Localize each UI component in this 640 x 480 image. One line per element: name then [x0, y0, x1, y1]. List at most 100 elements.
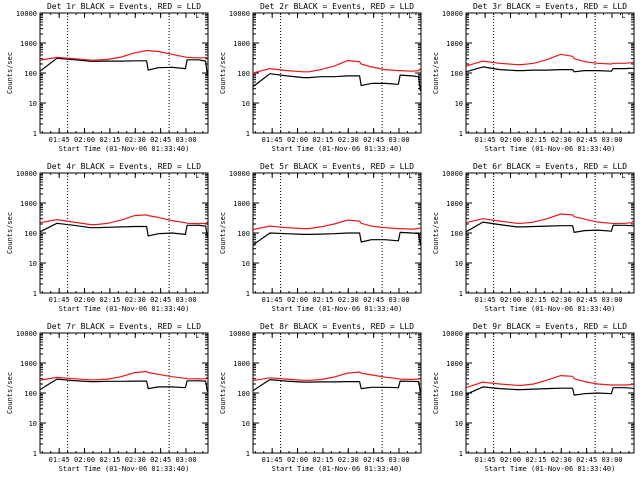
corner-mark: └	[407, 12, 412, 22]
corner-mark: └	[194, 172, 199, 182]
x-tick-label: 02:30	[551, 296, 572, 304]
chart-title: Det 2r BLACK = Events, RED = LLD	[260, 2, 414, 11]
plot-frame	[252, 12, 422, 134]
chart-panel-9: Det 9r BLACK = Events, RED = LLD 1 10 100 10…	[432, 322, 635, 473]
y-tick-label: 1000	[233, 40, 250, 48]
chart-title: Det 4r BLACK = Events, RED = LLD	[47, 162, 201, 171]
y-tick-label: 10	[455, 420, 463, 428]
x-tick-label: 02:30	[125, 456, 146, 464]
y-axis-title: Counts/sec	[432, 52, 440, 94]
y-tick-label: 10000	[442, 10, 463, 18]
x-tick-label: 03:00	[388, 136, 409, 144]
events-series-line	[252, 73, 421, 92]
plot-frame	[465, 172, 635, 294]
y-tick-label: 1000	[233, 360, 250, 368]
y-tick-label: 1000	[446, 360, 463, 368]
events-series-line	[39, 222, 208, 238]
x-tick-label: 02:15	[312, 296, 333, 304]
x-tick-label: 02:00	[74, 456, 95, 464]
y-tick-label: 1	[459, 290, 463, 298]
chart-title: Det 8r BLACK = Events, RED = LLD	[260, 322, 414, 331]
y-tick-label: 1000	[20, 200, 37, 208]
x-axis-title: Start Time (01-Nov-06 01:33:40)	[485, 465, 616, 473]
x-tick-label: 01:45	[49, 456, 70, 464]
y-tick-label: 1000	[446, 40, 463, 48]
corner-mark: └	[620, 172, 625, 182]
x-axis-title: Start Time (01-Nov-06 01:33:40)	[272, 145, 403, 153]
x-tick-label: 03:00	[388, 456, 409, 464]
x-tick-label: 02:45	[363, 456, 384, 464]
corner-mark: └	[620, 12, 625, 22]
y-axis-title: Counts/sec	[219, 372, 227, 414]
x-axis-title: Start Time (01-Nov-06 01:33:40)	[59, 305, 190, 313]
x-axis-title: Start Time (01-Nov-06 01:33:40)	[485, 145, 616, 153]
x-tick-label: 01:45	[49, 136, 70, 144]
lld-series-line	[39, 49, 208, 61]
y-tick-label: 100	[237, 230, 250, 238]
corner-mark: └	[407, 332, 412, 342]
x-tick-label: 02:45	[150, 136, 171, 144]
chart-panel-5: Det 5r BLACK = Events, RED = LLD 1 10 100 10…	[219, 162, 422, 313]
x-tick-label: 03:00	[175, 296, 196, 304]
chart-title: Det 1r BLACK = Events, RED = LLD	[47, 2, 201, 11]
y-tick-label: 1	[33, 450, 37, 458]
chart-title: Det 5r BLACK = Events, RED = LLD	[260, 162, 414, 171]
x-axis-title: Start Time (01-Nov-06 01:33:40)	[485, 305, 616, 313]
plot-frame	[465, 12, 635, 134]
lld-series-line	[465, 213, 634, 225]
plot-frame	[39, 12, 209, 134]
lld-series-line	[252, 219, 421, 231]
y-tick-label: 10000	[16, 10, 37, 18]
x-tick-label: 01:45	[49, 296, 70, 304]
y-tick-label: 1000	[446, 200, 463, 208]
y-axis-title: Counts/sec	[219, 52, 227, 94]
plot-frame	[252, 332, 422, 454]
lld-series-line	[252, 59, 421, 74]
x-tick-label: 02:30	[338, 456, 359, 464]
corner-mark: └	[194, 332, 199, 342]
y-tick-label: 1	[33, 130, 37, 138]
corner-mark: └	[194, 12, 199, 22]
x-axis-title: Start Time (01-Nov-06 01:33:40)	[272, 305, 403, 313]
x-tick-label: 02:45	[576, 296, 597, 304]
x-tick-label: 02:45	[150, 456, 171, 464]
chart-panel-6: Det 6r BLACK = Events, RED = LLD 1 10 100 10…	[432, 162, 635, 313]
y-tick-label: 1000	[20, 40, 37, 48]
y-tick-label: 10000	[16, 330, 37, 338]
y-tick-label: 1	[459, 450, 463, 458]
x-tick-label: 02:15	[312, 456, 333, 464]
chart-panel-1: Det 1r BLACK = Events, RED = LLD 1 10 100 10…	[6, 2, 209, 153]
x-tick-label: 02:45	[576, 456, 597, 464]
x-tick-label: 03:00	[388, 296, 409, 304]
x-tick-label: 03:00	[601, 136, 622, 144]
y-tick-label: 100	[24, 70, 37, 78]
x-tick-label: 02:00	[287, 296, 308, 304]
x-tick-label: 01:45	[262, 296, 283, 304]
y-axis-title: Counts/sec	[6, 372, 14, 414]
chart-title: Det 3r BLACK = Events, RED = LLD	[473, 2, 627, 11]
events-series-line	[465, 66, 634, 73]
y-tick-label: 1	[246, 450, 250, 458]
x-tick-label: 02:45	[576, 136, 597, 144]
x-tick-label: 02:00	[500, 136, 521, 144]
y-tick-label: 1	[459, 130, 463, 138]
y-tick-label: 10000	[442, 330, 463, 338]
y-tick-label: 10	[29, 100, 37, 108]
y-tick-label: 10	[455, 100, 463, 108]
events-series-line	[465, 221, 634, 233]
y-tick-label: 100	[450, 230, 463, 238]
plot-frame	[39, 332, 209, 454]
x-tick-label: 02:00	[287, 136, 308, 144]
x-tick-label: 02:30	[125, 296, 146, 304]
x-tick-label: 02:15	[525, 456, 546, 464]
x-tick-label: 01:45	[475, 456, 496, 464]
y-tick-label: 10000	[229, 330, 250, 338]
events-series-line	[465, 386, 634, 396]
y-tick-label: 1000	[20, 360, 37, 368]
y-tick-label: 10	[29, 260, 37, 268]
x-tick-label: 01:45	[262, 456, 283, 464]
x-tick-label: 02:30	[551, 456, 572, 464]
x-tick-label: 02:00	[74, 136, 95, 144]
corner-mark: └	[620, 332, 625, 342]
